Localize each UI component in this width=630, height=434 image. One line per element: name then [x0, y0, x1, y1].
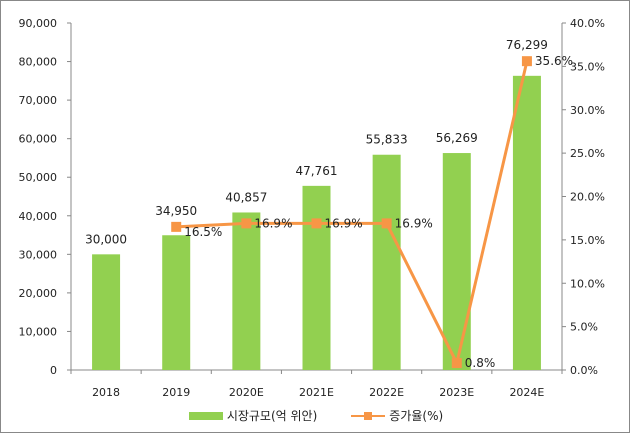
right-tick-label: 10.0% — [570, 277, 605, 290]
bar-label: 76,299 — [506, 38, 548, 52]
growth-marker-2024E — [521, 56, 532, 67]
left-tick-label: 90,000 — [19, 17, 58, 30]
growth-marker-2022E — [381, 218, 392, 229]
x-tick-label: 2022E — [369, 386, 404, 399]
x-tick-label: 2024E — [509, 386, 544, 399]
growth-marker-2021E — [311, 218, 322, 229]
left-tick-label: 60,000 — [19, 133, 58, 146]
growth-label: 16.9% — [395, 216, 433, 230]
left-tick-label: 70,000 — [19, 94, 58, 107]
legend: 시장규모(억 위안) 증가율(%) — [1, 407, 630, 424]
growth-label: 0.8% — [465, 356, 496, 370]
bar-2020E — [232, 212, 261, 370]
growth-marker-2023E — [451, 358, 462, 369]
right-tick-label: 0.0% — [570, 364, 598, 377]
x-tick-label: 2021E — [299, 386, 334, 399]
growth-marker-2020E — [241, 218, 252, 229]
bar-2021E — [302, 185, 331, 370]
right-tick-label: 35.0% — [570, 60, 605, 73]
bar-label: 34,950 — [155, 204, 197, 218]
bar-2019 — [162, 235, 191, 370]
left-tick-label: 40,000 — [19, 210, 58, 223]
growth-marker-2019 — [171, 221, 182, 232]
legend-swatch-bar — [188, 411, 223, 420]
legend-label-market-size: 시장규모(억 위안) — [226, 409, 318, 423]
left-tick-label: 50,000 — [19, 171, 58, 184]
x-tick-label: 2020E — [229, 386, 264, 399]
right-tick-label: 5.0% — [570, 321, 598, 334]
growth-line — [176, 60, 529, 368]
bar-2018 — [92, 254, 121, 370]
bar-label: 47,761 — [296, 164, 338, 178]
left-tick-label: 0 — [50, 364, 57, 377]
bar-label: 56,269 — [436, 131, 478, 145]
right-tick-label: 15.0% — [570, 234, 605, 247]
x-tick-label: 2023E — [439, 386, 474, 399]
left-tick-label: 10,000 — [19, 325, 58, 338]
legend-swatch-line — [351, 411, 386, 421]
left-tick-label: 20,000 — [19, 287, 58, 300]
left-tick-label: 30,000 — [19, 248, 58, 261]
growth-label: 35.6% — [535, 54, 573, 68]
growth-label: 16.9% — [254, 216, 292, 230]
bar-label: 30,000 — [85, 232, 127, 246]
growth-label: 16.5% — [184, 225, 222, 239]
right-tick-label: 20.0% — [570, 191, 605, 204]
legend-label-growth-rate: 증가율(%) — [389, 409, 444, 423]
x-tick-label: 2019 — [162, 386, 190, 399]
x-tick-label: 2018 — [92, 386, 120, 399]
left-tick-label: 80,000 — [19, 56, 58, 69]
bar-label: 40,857 — [225, 190, 267, 204]
bar-2022E — [372, 154, 401, 370]
legend-item-growth-rate: 증가율(%) — [351, 407, 443, 424]
right-tick-label: 25.0% — [570, 147, 605, 160]
legend-item-market-size: 시장규모(억 위안) — [188, 407, 318, 424]
right-tick-label: 30.0% — [570, 104, 605, 117]
bar-2024E — [512, 75, 541, 371]
bar-2023E — [442, 153, 471, 370]
growth-label: 16.9% — [325, 216, 363, 230]
bar-label: 55,833 — [366, 133, 408, 147]
right-tick-label: 40.0% — [570, 17, 605, 30]
